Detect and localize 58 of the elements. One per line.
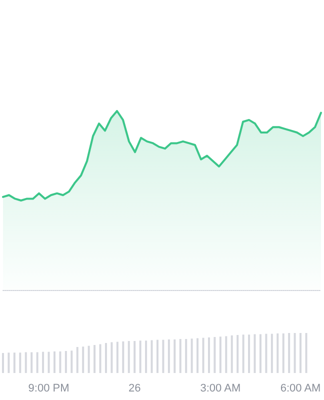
bar [53, 351, 56, 373]
bar [13, 352, 16, 373]
bar [122, 341, 124, 373]
bar [48, 352, 50, 373]
bar [179, 339, 182, 373]
bar [248, 334, 250, 373]
bar [2, 353, 4, 373]
bar [128, 341, 130, 373]
bar [99, 344, 102, 373]
bar [236, 335, 239, 373]
bar [202, 338, 204, 373]
bar [305, 333, 308, 373]
bar [276, 333, 279, 373]
bar [59, 351, 62, 373]
bar [150, 340, 153, 373]
bar [36, 352, 38, 373]
bar [196, 338, 199, 373]
bar [116, 342, 118, 373]
bar [70, 350, 73, 373]
bar [230, 335, 233, 373]
bar [134, 341, 136, 373]
bar [185, 339, 188, 373]
bar [174, 339, 176, 373]
bar [8, 352, 10, 373]
bar [139, 340, 142, 373]
bar [24, 352, 27, 373]
bar [42, 352, 44, 373]
bar [190, 338, 193, 373]
bar [300, 333, 302, 373]
bar [104, 343, 107, 373]
bar [242, 334, 244, 373]
bar [30, 352, 33, 373]
bar [265, 334, 268, 373]
bar [76, 347, 78, 373]
bar [214, 337, 216, 373]
x-tick-label: 26 [128, 382, 141, 394]
bar [208, 337, 210, 373]
x-tick-label: 6:00 AM [280, 382, 321, 394]
bar [64, 351, 67, 373]
x-tick-label: 9:00 PM [28, 382, 70, 394]
bar [288, 333, 290, 373]
bar [82, 346, 84, 373]
bar [94, 345, 96, 373]
bar [270, 334, 273, 373]
bar [254, 334, 256, 373]
x-tick-label: 3:00 AM [200, 382, 241, 394]
bar [156, 340, 158, 373]
bar [282, 333, 284, 373]
bar [88, 346, 90, 373]
bar [225, 336, 228, 373]
bar [145, 340, 148, 373]
bar [162, 340, 164, 373]
bar [219, 336, 222, 373]
bar [294, 333, 296, 373]
bar [19, 352, 22, 373]
bar [259, 334, 262, 373]
bar [168, 339, 170, 373]
bar [110, 342, 113, 373]
